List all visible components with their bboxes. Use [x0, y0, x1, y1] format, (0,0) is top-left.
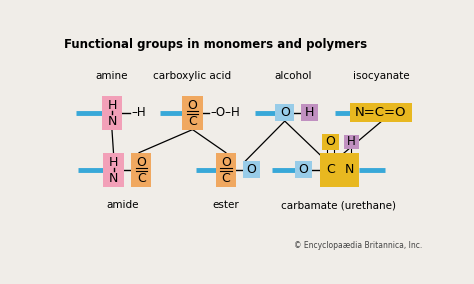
Text: O: O [137, 156, 146, 169]
Text: O: O [326, 135, 336, 148]
FancyBboxPatch shape [216, 153, 236, 187]
Text: H: H [109, 156, 118, 169]
Text: C: C [188, 114, 197, 128]
Text: –H: –H [131, 106, 146, 119]
Text: –O–H: –O–H [210, 106, 240, 119]
Text: C: C [326, 163, 335, 176]
Text: C: C [221, 172, 230, 185]
Text: O: O [246, 163, 256, 176]
Text: ester: ester [212, 201, 239, 210]
Text: amine: amine [96, 71, 128, 81]
FancyBboxPatch shape [275, 104, 294, 121]
Text: N: N [107, 114, 117, 128]
Text: carbamate (urethane): carbamate (urethane) [281, 201, 396, 210]
FancyBboxPatch shape [350, 103, 412, 122]
FancyBboxPatch shape [131, 153, 152, 187]
Text: N: N [345, 163, 354, 176]
Text: O: O [299, 163, 308, 176]
FancyBboxPatch shape [322, 134, 339, 150]
FancyBboxPatch shape [102, 96, 122, 130]
Text: H: H [107, 99, 117, 112]
Text: H: H [347, 135, 356, 148]
Text: H: H [305, 106, 314, 119]
FancyBboxPatch shape [301, 104, 318, 121]
FancyBboxPatch shape [320, 153, 359, 187]
Text: C: C [137, 172, 146, 185]
Text: O: O [221, 156, 231, 169]
Text: © Encyclopaædia Britannica, Inc.: © Encyclopaædia Britannica, Inc. [294, 241, 422, 250]
Text: N: N [109, 172, 118, 185]
FancyBboxPatch shape [243, 161, 260, 178]
Text: amide: amide [107, 201, 139, 210]
Text: O: O [188, 99, 198, 112]
Text: O: O [280, 106, 290, 119]
FancyBboxPatch shape [344, 135, 359, 149]
Text: alcohol: alcohol [274, 71, 312, 81]
Text: N=C=O: N=C=O [355, 106, 407, 119]
Text: isocyanate: isocyanate [353, 71, 409, 81]
Text: carboxylic acid: carboxylic acid [154, 71, 232, 81]
FancyBboxPatch shape [295, 161, 312, 178]
Text: Functional groups in monomers and polymers: Functional groups in monomers and polyme… [64, 38, 367, 51]
FancyBboxPatch shape [182, 96, 202, 130]
FancyBboxPatch shape [103, 153, 124, 187]
